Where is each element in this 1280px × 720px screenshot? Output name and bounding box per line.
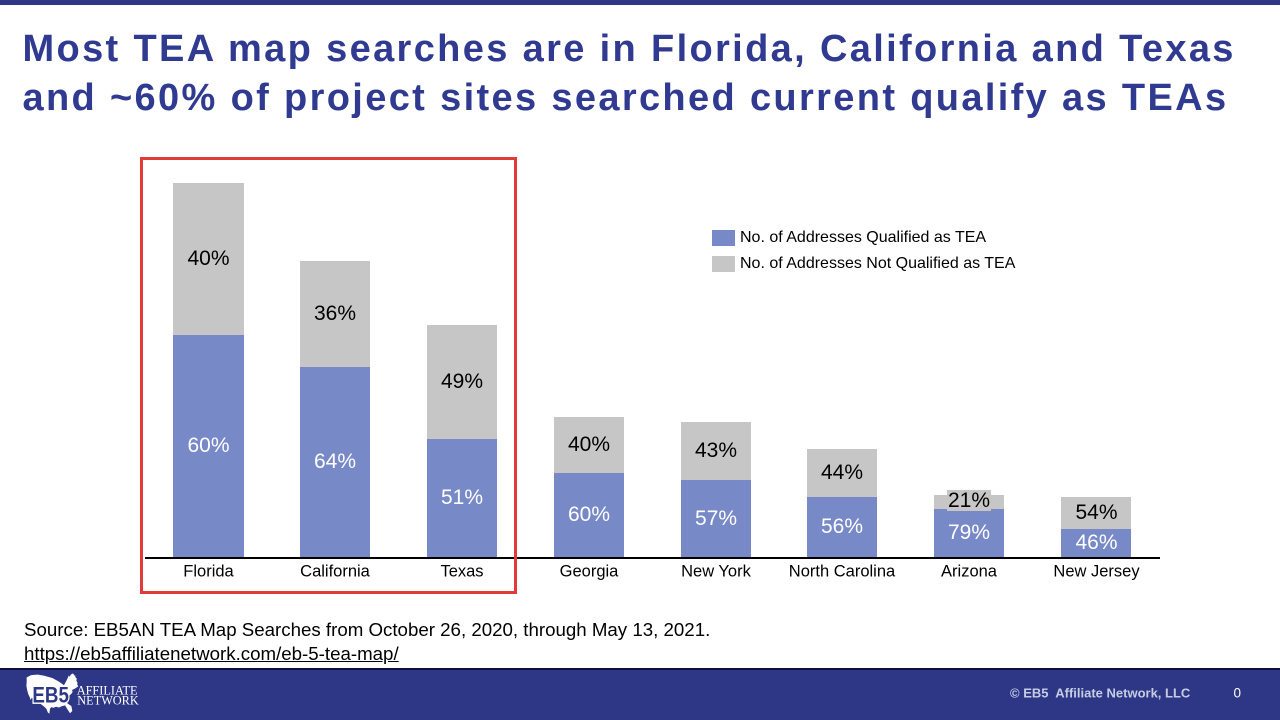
- svg-text:AFFILIATE: AFFILIATE: [77, 683, 138, 697]
- svg-text:NETWORK: NETWORK: [77, 694, 139, 708]
- svg-text:EB5: EB5: [32, 682, 69, 707]
